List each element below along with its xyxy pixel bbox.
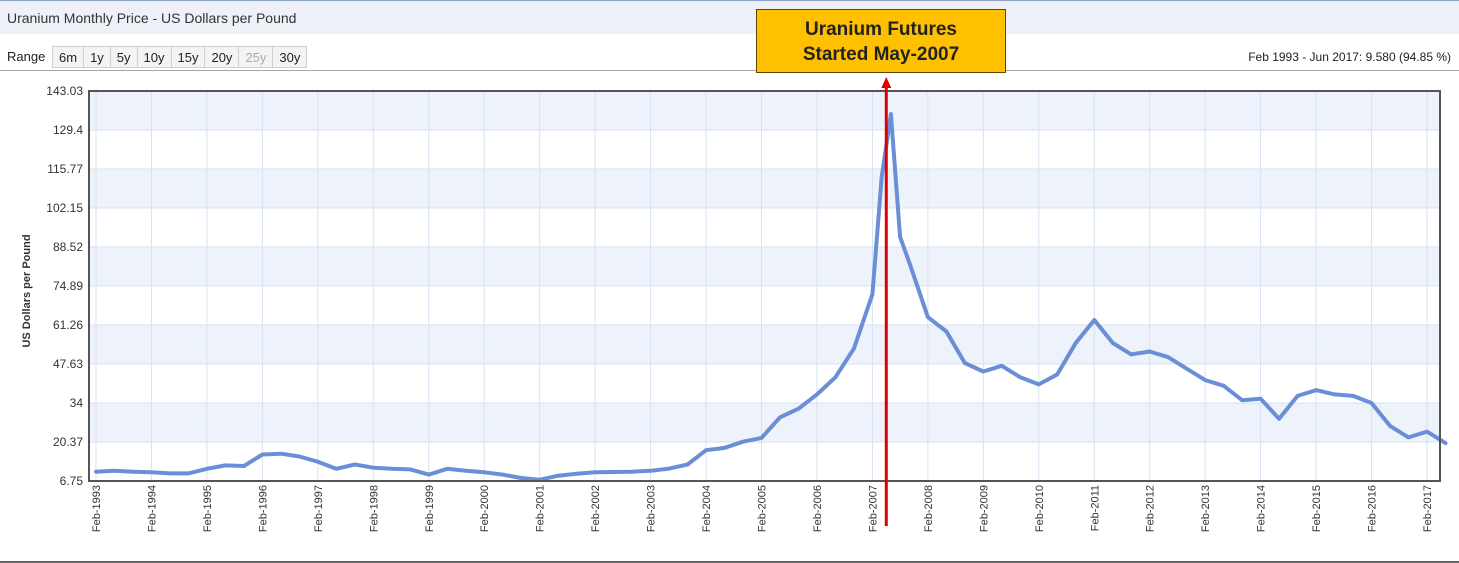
plot-border [88, 90, 1441, 482]
range-button-1y[interactable]: 1y [83, 46, 111, 68]
callout-line-1: Uranium Futures [804, 19, 958, 40]
y-tick-label: 102.15 [46, 201, 83, 215]
chart-title: Uranium Monthly Price - US Dollars per P… [7, 10, 297, 26]
x-tick-label: Feb-2009 [978, 485, 990, 532]
bottom-border [0, 561, 1459, 563]
x-tick-label: Feb-2011 [1089, 485, 1101, 531]
y-tick-label: 20.37 [53, 435, 83, 449]
y-tick-label: 6.75 [60, 474, 84, 488]
x-tick-label: Feb-2000 [479, 485, 491, 532]
range-buttons: 6m 1y 5y 10y 15y 20y 25y 30y [52, 46, 308, 68]
futures-arrow-head [881, 77, 892, 88]
x-tick-label: Feb-1995 [202, 485, 214, 532]
price-chart: 143.03 129.4 115.77 102.15 88.52 74.89 61.26 47… [21, 77, 1448, 532]
y-tick-label: 143.03 [46, 84, 83, 98]
range-summary: Feb 1993 - Jun 2017: 9.580 (94.85 %) [1248, 50, 1451, 64]
y-tick-label: 115.77 [47, 162, 83, 176]
x-tick-label: Feb-2007 [867, 485, 879, 532]
x-tick-label: Feb-1996 [257, 485, 269, 532]
range-button-6m[interactable]: 6m [52, 46, 85, 68]
range-button-5y[interactable]: 5y [109, 46, 138, 68]
x-tick-label: Feb-2017 [1422, 485, 1434, 532]
x-tick-label: Feb-2014 [1256, 485, 1268, 532]
y-tick-label: 61.26 [53, 318, 83, 332]
y-tick-label: 74.89 [53, 279, 83, 293]
x-tick-label: Feb-2003 [646, 485, 658, 532]
x-tick-label: Feb-2013 [1200, 485, 1212, 532]
y-tick-label: 34 [70, 396, 84, 410]
x-tick-label: Feb-2006 [812, 485, 824, 532]
range-bar: Range 6m 1y 5y 10y 15y 20y 25y 30y Feb 1… [0, 34, 1459, 71]
price-series-line [94, 112, 1448, 482]
x-tick-label: Feb-2016 [1367, 485, 1379, 532]
y-tick-label: 47.63 [53, 357, 83, 371]
y-tick-label: 129.4 [53, 123, 83, 137]
x-tick-label: Feb-2008 [923, 485, 935, 532]
plot-band [89, 247, 1440, 286]
callout-line-2: Started May-2007 [802, 44, 960, 65]
x-tick-label: Feb-1999 [424, 485, 436, 532]
range-button-15y[interactable]: 15y [170, 46, 206, 68]
range-label: Range [7, 49, 46, 64]
x-tick-label: Feb-1998 [368, 485, 380, 532]
range-button-25y: 25y [238, 46, 274, 68]
futures-callout: Uranium Futures Started May-2007 [756, 9, 1006, 73]
x-tick-label: Feb-2004 [701, 485, 713, 532]
plot-band [89, 91, 1440, 130]
x-tick-label: Feb-1993 [91, 485, 103, 532]
plot-band [89, 325, 1440, 364]
x-tick-label: Feb-2002 [590, 485, 602, 532]
x-tick-label: Feb-1994 [146, 485, 158, 532]
x-tick-label: Feb-2005 [757, 485, 769, 532]
range-button-10y[interactable]: 10y [136, 46, 172, 68]
range-button-30y[interactable]: 30y [272, 46, 308, 68]
x-tick-label: Feb-2010 [1034, 485, 1046, 532]
y-tick-label: 88.52 [53, 240, 83, 254]
x-tick-label: Feb-2015 [1311, 485, 1323, 532]
y-axis-title: US Dollars per Pound [21, 234, 33, 347]
x-tick-label: Feb-2001 [535, 485, 547, 532]
range-button-20y[interactable]: 20y [204, 46, 240, 68]
plot-band [89, 169, 1440, 208]
x-tick-label: Feb-2012 [1145, 485, 1157, 532]
x-tick-label: Feb-1997 [313, 485, 325, 532]
title-bar: Uranium Monthly Price - US Dollars per P… [0, 0, 1459, 34]
